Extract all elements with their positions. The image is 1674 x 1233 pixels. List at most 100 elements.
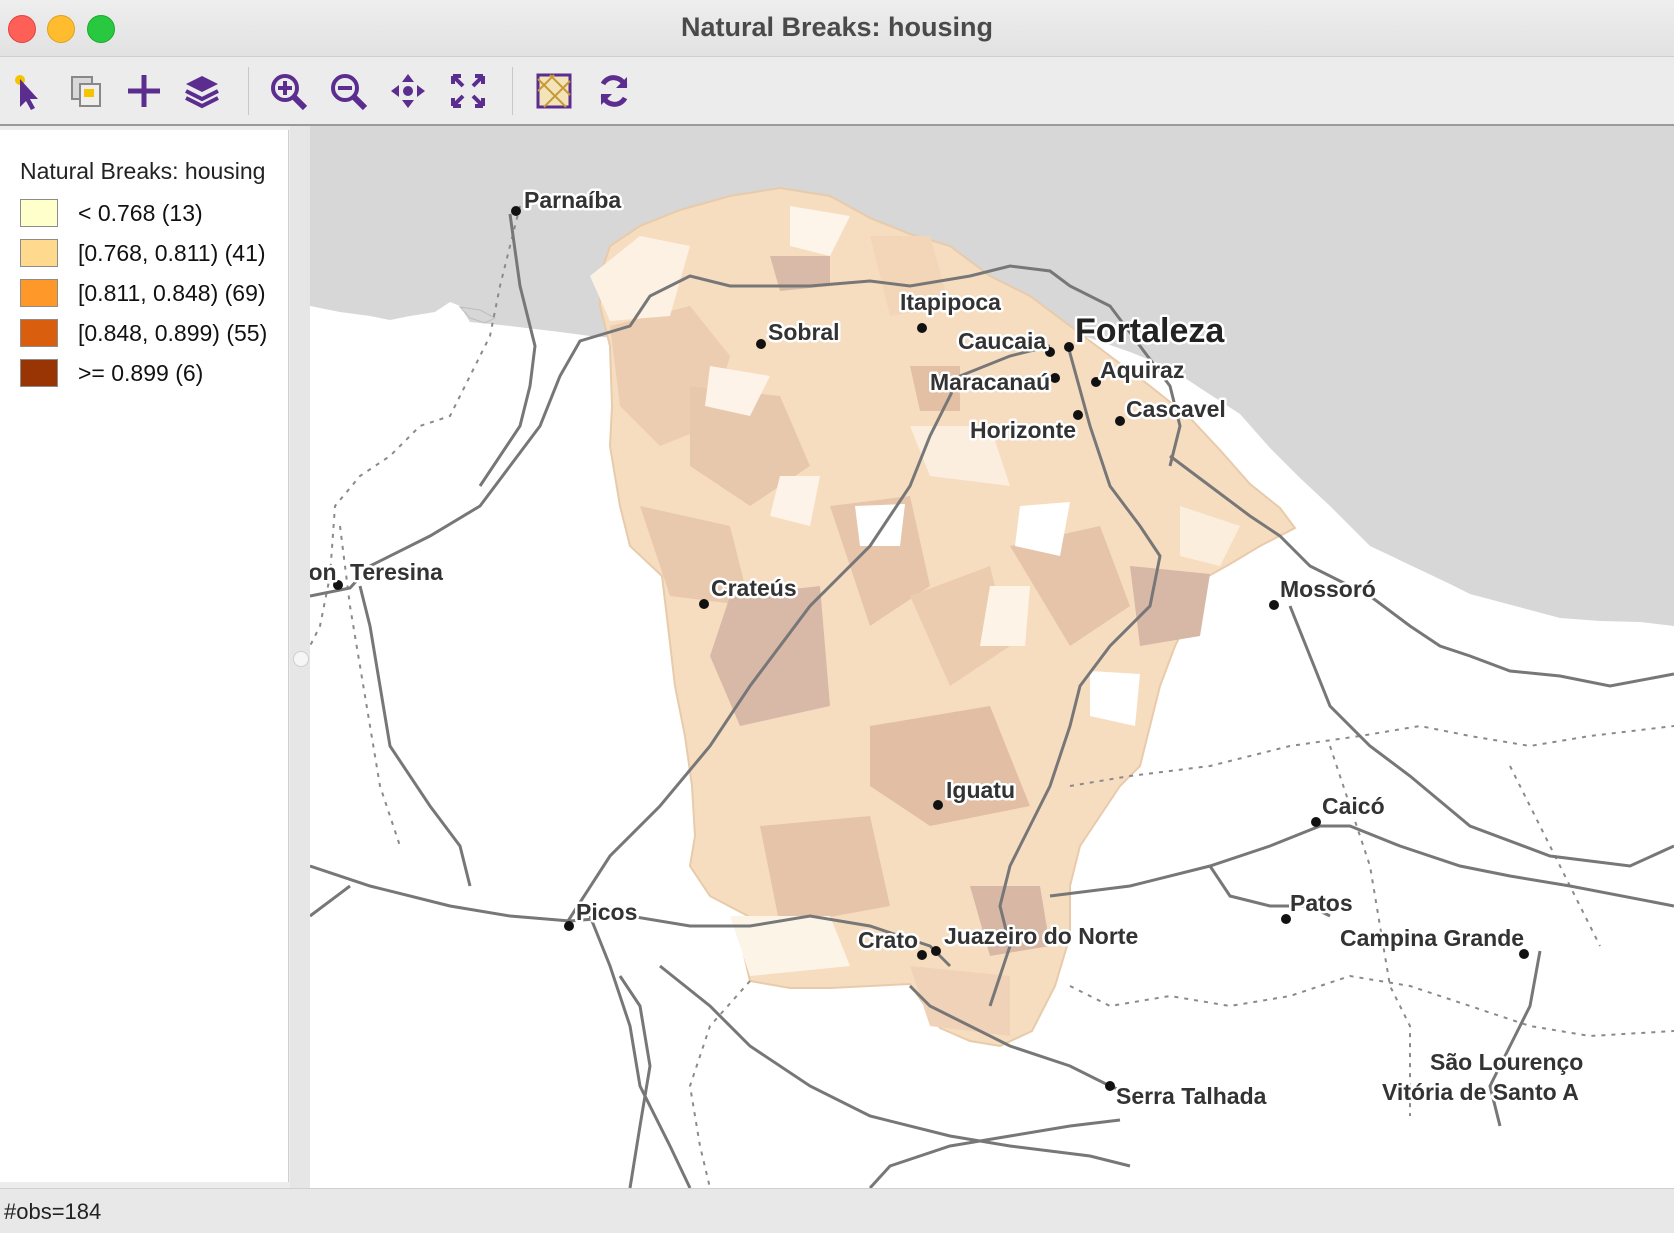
legend-swatch	[20, 359, 58, 387]
road	[1488, 950, 1542, 1127]
city-dot	[564, 921, 574, 931]
municipality	[980, 586, 1030, 646]
city-markers	[333, 206, 1529, 1091]
city-dot	[511, 206, 521, 216]
city-dot	[931, 946, 941, 956]
municipality	[770, 476, 820, 526]
legend-label: [0.811, 0.848) (69)	[78, 280, 266, 306]
road	[868, 1118, 1121, 1188]
zoom-in-button[interactable]	[266, 69, 310, 113]
legend-swatch	[20, 279, 58, 307]
legend-label: < 0.768 (13)	[78, 200, 203, 226]
municipality	[790, 206, 850, 256]
road	[566, 344, 1051, 922]
city-label: Picos	[576, 899, 637, 925]
copy-icon	[71, 76, 101, 107]
city-dot	[1050, 373, 1060, 383]
city-dot	[1311, 817, 1321, 827]
road	[310, 864, 952, 968]
window-title: Natural Breaks: housing	[680, 12, 994, 42]
legend-item[interactable]: [0.848, 0.899) (55)	[20, 319, 280, 349]
city-dot	[1281, 914, 1291, 924]
city-label: Iguatu	[946, 777, 1015, 803]
city-label: Itapipoca	[900, 289, 1001, 315]
city-label: Parnaíba	[524, 187, 621, 213]
city-label: mon	[310, 559, 337, 585]
road	[1288, 605, 1674, 868]
city-label: Crateús	[711, 575, 797, 601]
state-border	[688, 980, 751, 1188]
city-dot	[917, 323, 927, 333]
municipality	[855, 504, 905, 546]
road	[588, 915, 692, 1188]
zoom-out-icon	[331, 74, 368, 111]
state-border	[1069, 974, 1674, 1038]
minimize-window-button[interactable]	[47, 15, 75, 43]
city-label: Campina Grande	[1340, 925, 1524, 951]
pan-icon	[391, 74, 425, 108]
city-dot	[1064, 342, 1074, 352]
city-dot	[756, 339, 766, 349]
municipality	[760, 816, 890, 926]
layers-button[interactable]	[180, 69, 224, 113]
city-label: Sobral	[768, 319, 840, 345]
municipality	[970, 886, 1050, 956]
pan-button[interactable]	[386, 69, 430, 113]
road	[618, 975, 652, 1188]
refresh-icon	[600, 75, 628, 107]
basemap-icon	[536, 73, 572, 109]
island	[458, 306, 497, 324]
select-tool-button[interactable]	[6, 69, 50, 113]
city-label: Vitória de Santo A	[1382, 1079, 1579, 1105]
plus-icon	[128, 75, 160, 107]
status-bar: #obs=184	[0, 1188, 1674, 1233]
city-label: Juazeiro do Norte	[944, 923, 1138, 949]
expand-icon	[451, 74, 485, 108]
city-label: Teresina	[350, 559, 443, 585]
municipality	[730, 916, 850, 976]
legend-item[interactable]: [0.768, 0.811) (41)	[20, 239, 280, 269]
road	[1208, 865, 1331, 918]
city-dot	[1519, 949, 1529, 959]
legend-swatch	[20, 199, 58, 227]
city-label: Horizonte	[970, 417, 1076, 443]
map-svg: Parnaíba Itapipoca Sobral Caucaia Fortal…	[310, 126, 1674, 1188]
legend-item[interactable]: >= 0.899 (6)	[20, 359, 280, 389]
city-dot	[1091, 377, 1101, 387]
municipality	[705, 366, 770, 416]
legend-item[interactable]: < 0.768 (13)	[20, 199, 280, 229]
copy-image-button[interactable]	[64, 69, 108, 113]
municipality	[1090, 671, 1140, 726]
legend-label: [0.768, 0.811) (41)	[78, 240, 266, 266]
road	[310, 264, 1182, 598]
refresh-button[interactable]	[592, 69, 636, 113]
municipality	[1130, 566, 1210, 646]
city-label: Maracanaú	[930, 369, 1050, 395]
city-dot	[333, 580, 343, 590]
zoom-in-icon	[271, 74, 308, 111]
zoom-window-button[interactable]	[87, 15, 115, 43]
road	[358, 585, 472, 887]
city-dot	[1115, 416, 1125, 426]
city-dot	[933, 800, 943, 810]
zoom-out-button[interactable]	[326, 69, 370, 113]
full-extent-button[interactable]	[446, 69, 490, 113]
legend-label: >= 0.899 (6)	[78, 360, 204, 386]
municipality	[830, 496, 930, 626]
add-layer-button[interactable]	[122, 69, 166, 113]
state-border	[1329, 745, 1411, 1116]
city-label-fortaleza: Fortaleza	[1075, 312, 1225, 350]
road	[659, 964, 1131, 1168]
splitter-handle[interactable]	[293, 651, 309, 667]
city-label: Cascavel	[1126, 396, 1226, 422]
map-canvas[interactable]: Parnaíba Itapipoca Sobral Caucaia Fortal…	[310, 126, 1674, 1188]
road	[1169, 454, 1674, 688]
legend-item[interactable]: [0.811, 0.848) (69)	[20, 279, 280, 309]
city-dot	[699, 599, 709, 609]
close-window-button[interactable]	[8, 15, 36, 43]
pointer-icon	[15, 75, 38, 110]
municipality	[910, 966, 1010, 1036]
road	[478, 213, 537, 487]
basemap-button[interactable]	[532, 69, 576, 113]
city-dot	[1045, 347, 1055, 357]
